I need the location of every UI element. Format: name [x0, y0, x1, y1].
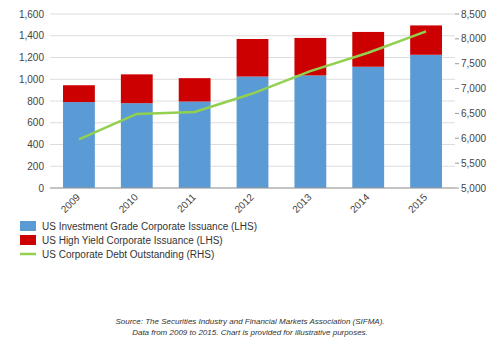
y-tick-label: 1,400	[19, 30, 44, 41]
y2-tick-label: 7,000	[461, 83, 486, 94]
annotation-line: Data from 2009 to 2015. Chart is provide…	[132, 328, 368, 337]
bar	[63, 85, 95, 102]
grid	[50, 14, 455, 188]
bar	[237, 39, 269, 77]
y-tick-label: 600	[27, 117, 44, 128]
annotation-line: Source: The Securities Industry and Fina…	[115, 317, 384, 326]
bar	[294, 38, 326, 76]
y-tick-label: 1,000	[19, 74, 44, 85]
legend-label: US Corporate Debt Outstanding (RHS)	[42, 249, 214, 260]
y-tick-label: 200	[27, 161, 44, 172]
line	[79, 31, 426, 139]
y2-tick-label: 6,500	[461, 108, 486, 119]
y-tick-label: 400	[27, 139, 44, 150]
legend-label: US High Yield Corporate Issuance (LHS)	[42, 235, 223, 246]
y2-tick	[455, 14, 459, 15]
y2-tick	[455, 38, 459, 39]
legend-swatch	[20, 221, 36, 231]
y2-tick	[455, 188, 459, 189]
y2-tick	[455, 163, 459, 164]
y2-tick-label: 5,500	[461, 158, 486, 169]
annotation: Source: The Securities Industry and Fina…	[115, 317, 384, 337]
y-tick-label: 800	[27, 96, 44, 107]
y2-tick-label: 6,000	[461, 133, 486, 144]
y2-tick	[455, 113, 459, 114]
legend-label: US Investment Grade Corporate Issuance (…	[42, 221, 257, 232]
y2-tick	[455, 138, 459, 139]
legend-swatch	[20, 235, 36, 245]
x-tick-label: 2013	[290, 191, 314, 215]
bar	[121, 74, 153, 103]
y-tick-label: 1,200	[19, 52, 44, 63]
bar	[63, 102, 95, 188]
grid-line	[50, 14, 455, 15]
bar	[179, 78, 211, 101]
y-tick-label: 1,600	[19, 9, 44, 20]
legend-swatch	[20, 253, 36, 256]
y2-tick-label: 5,000	[461, 183, 486, 194]
bar	[410, 25, 442, 54]
grid-line	[50, 188, 455, 189]
y2-tick	[455, 88, 459, 89]
bar	[179, 102, 211, 188]
y2-tick-label: 7,500	[461, 58, 486, 69]
y-tick-label: 0	[38, 183, 44, 194]
bar	[294, 75, 326, 188]
y2-tick-label: 8,000	[461, 33, 486, 44]
x-tick-label: 2014	[348, 191, 372, 215]
x-tick-label: 2012	[232, 191, 256, 215]
plot-area	[63, 25, 442, 188]
bar	[352, 67, 384, 188]
y2-tick	[455, 63, 459, 64]
bar	[121, 103, 153, 188]
x-tick-label: 2011	[175, 191, 198, 214]
x-axis-line	[50, 188, 455, 189]
bar	[410, 55, 442, 188]
x-tick-label: 2015	[406, 191, 430, 215]
chart: 0 200 400 600 800 1,000 1,200 1,400 1,600 5,000 5,…	[0, 0, 500, 345]
grid-line	[50, 35, 455, 36]
x-tick-label: 2009	[59, 191, 83, 215]
legend: US Investment Grade Corporate Issuance (…	[20, 221, 257, 260]
y2-tick-label: 8,500	[461, 9, 486, 20]
x-tick-label: 2010	[117, 191, 141, 215]
